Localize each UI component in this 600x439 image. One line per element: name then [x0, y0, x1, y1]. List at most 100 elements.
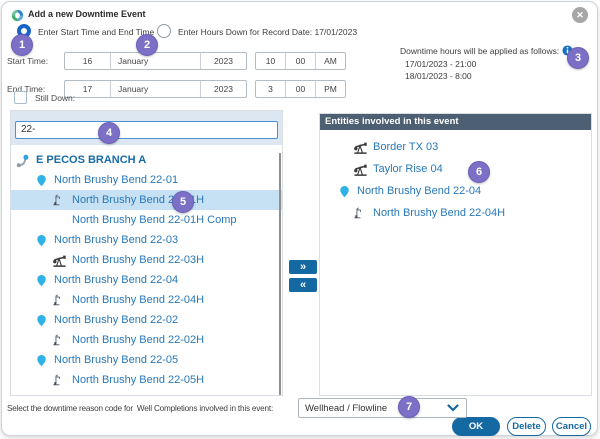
end-clock-group: 3 00 PM — [255, 80, 346, 98]
end-year-field[interactable]: 2023 — [201, 81, 246, 97]
entity-search-area — [11, 111, 282, 145]
pumpjack-icon — [352, 161, 368, 177]
applied-hours-line: 18/01/2023 - 8:00 — [405, 71, 596, 81]
start-meridiem-field[interactable]: AM — [316, 53, 345, 69]
reason-code-label: Select the downtime reason code forWell … — [7, 404, 273, 413]
radio-start-end-label: Enter Start Time and End Time — [38, 27, 154, 37]
tree-item-label: North Brushy Bend 22-05 — [54, 354, 178, 366]
tree-item[interactable]: North Brushy Bend 22-03H — [11, 250, 282, 270]
start-day-field[interactable]: 16 — [65, 53, 111, 69]
dialog-title: Add a new Downtime Event — [28, 9, 146, 19]
tree-scrollbar[interactable] — [279, 153, 281, 395]
tree-item[interactable]: North Brushy Bend 22-03 — [11, 230, 282, 250]
wellbore-icon — [51, 372, 67, 388]
start-minute-field[interactable]: 00 — [286, 53, 316, 69]
start-month-field[interactable]: January — [111, 53, 201, 69]
close-icon[interactable]: ✕ — [572, 7, 588, 23]
start-year-field[interactable]: 2023 — [201, 53, 246, 69]
tree-item-label: E PECOS BRANCH A — [36, 154, 146, 166]
reason-selected-value: Wellhead / Flowline — [299, 403, 447, 414]
end-hour-field[interactable]: 3 — [256, 81, 286, 97]
entities-list: Border TX 03 Taylor Rise 04 North Brushy B… — [320, 130, 591, 224]
entity-item[interactable]: North Brushy Bend 22-04H — [320, 202, 591, 224]
tree-item[interactable]: North Brushy Bend 22-04 — [11, 270, 282, 290]
pin-icon — [336, 183, 352, 199]
wellbore-icon — [352, 205, 368, 221]
add-downtime-event-dialog: Add a new Downtime Event ✕ Enter Start T… — [1, 1, 598, 436]
still-down-label: Still Down: — [35, 93, 75, 103]
end-date-group: 17 January 2023 — [64, 80, 247, 98]
move-right-button[interactable]: » — [289, 260, 317, 274]
entity-item-label: Border TX 03 — [373, 141, 438, 153]
annotation-badge-2: 2 — [136, 34, 158, 56]
annotation-badge-5: 5 — [172, 191, 194, 213]
radio-hours-down-label: Enter Hours Down for Record Date: 17/01/… — [178, 27, 357, 37]
radio-hours-down[interactable] — [157, 24, 171, 38]
entity-item-label: North Brushy Bend 22-04H — [373, 207, 505, 219]
tree-item[interactable]: North Brushy Bend 22-02 — [11, 310, 282, 330]
tree-item-label: North Brushy Bend 22-03H — [72, 254, 204, 266]
annotation-badge-6: 6 — [468, 161, 490, 183]
still-down-checkbox[interactable] — [14, 91, 27, 104]
annotation-badge-1: 1 — [11, 34, 33, 56]
branch-icon — [15, 152, 31, 168]
tree-item[interactable]: North Brushy Bend 22-04H — [11, 290, 282, 310]
transfer-controls: » « — [289, 260, 317, 292]
pin-icon — [33, 232, 49, 248]
entities-panel-header: Entities involved in this event — [320, 114, 591, 130]
entity-item[interactable]: Taylor Rise 04 — [320, 158, 591, 180]
tree-item-label: North Brushy Bend 22-04 — [54, 274, 178, 286]
tree-item[interactable]: North Brushy Bend 22-01 — [11, 170, 282, 190]
applied-hours-heading: Downtime hours will be applied as follow… — [400, 46, 559, 56]
end-minute-field[interactable]: 00 — [286, 81, 316, 97]
start-time-label: Start Time: — [7, 56, 48, 66]
move-left-button[interactable]: « — [289, 278, 317, 292]
tree-item-label: North Brushy Bend 22-02 — [54, 314, 178, 326]
pin-icon — [33, 172, 49, 188]
tree-item[interactable]: North Brushy Bend 22-01H Comp — [11, 210, 282, 230]
annotation-badge-7: 7 — [398, 396, 420, 418]
pumpjack-icon — [352, 139, 368, 155]
tree-item-label: North Brushy Bend 22-01H Comp — [72, 214, 236, 226]
pin-icon — [33, 312, 49, 328]
start-date-group: 16 January 2023 — [64, 52, 247, 70]
entity-search-input[interactable] — [15, 121, 278, 139]
wellbore-icon — [51, 332, 67, 348]
start-clock-group: 10 00 AM — [255, 52, 346, 70]
wellbore-icon — [51, 192, 67, 208]
entity-tree: E PECOS BRANCH A North Brushy Bend 22-01 N… — [11, 145, 282, 390]
entities-involved-panel: Entities involved in this event Border T… — [319, 113, 592, 396]
tree-item[interactable]: North Brushy Bend 22-05 — [11, 350, 282, 370]
wellbore-icon — [51, 292, 67, 308]
tree-item[interactable]: E PECOS BRANCH A — [11, 150, 282, 170]
tree-item[interactable]: North Brushy Bend 22-01H — [11, 190, 282, 210]
entity-item-label: Taylor Rise 04 — [373, 163, 443, 175]
end-month-field[interactable]: January — [111, 81, 201, 97]
tree-item[interactable]: North Brushy Bend 22-05H — [11, 370, 282, 390]
annotation-badge-4: 4 — [98, 122, 120, 144]
chevron-down-icon — [447, 404, 459, 412]
tree-item-label: North Brushy Bend 22-05H — [72, 374, 204, 386]
tree-item-label: North Brushy Bend 22-04H — [72, 294, 204, 306]
entity-item[interactable]: Border TX 03 — [320, 136, 591, 158]
annotation-badge-3: 3 — [567, 47, 589, 69]
entity-item[interactable]: North Brushy Bend 22-04 — [320, 180, 591, 202]
tree-item-label: North Brushy Bend 22-01 — [54, 174, 178, 186]
delete-button[interactable]: Delete — [507, 417, 546, 436]
downtime-event-icon — [11, 9, 24, 22]
entity-item-label: North Brushy Bend 22-04 — [357, 185, 481, 197]
tree-item-label: North Brushy Bend 22-02H — [72, 334, 204, 346]
tree-item[interactable]: North Brushy Bend 22-02H — [11, 330, 282, 350]
reason-select[interactable]: Wellhead / Flowline — [298, 398, 467, 418]
tree-item-label: North Brushy Bend 22-03 — [54, 234, 178, 246]
start-hour-field[interactable]: 10 — [256, 53, 286, 69]
pin-icon — [33, 352, 49, 368]
pumpjack-icon — [51, 252, 67, 268]
entity-picker-panel: E PECOS BRANCH A North Brushy Bend 22-01 N… — [10, 110, 283, 396]
cancel-button[interactable]: Cancel — [552, 417, 591, 436]
end-meridiem-field[interactable]: PM — [316, 81, 345, 97]
ok-button[interactable]: OK — [452, 417, 500, 436]
spacer — [51, 212, 67, 228]
pin-icon — [33, 272, 49, 288]
applied-hours-block: Downtime hours will be applied as follow… — [400, 45, 596, 81]
